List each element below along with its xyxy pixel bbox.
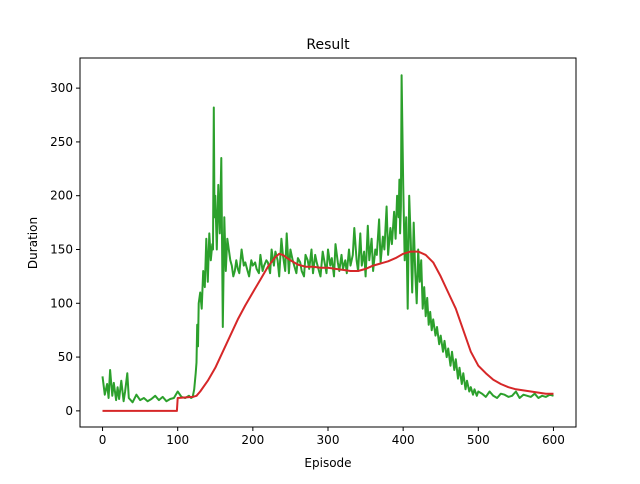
y-axis-label: Duration bbox=[26, 217, 40, 269]
chart-title: Result bbox=[306, 37, 350, 53]
x-tick-label: 300 bbox=[317, 433, 340, 447]
y-tick-label: 200 bbox=[50, 189, 73, 203]
duration-line bbox=[101, 74, 554, 404]
y-tick-label: 250 bbox=[50, 135, 73, 149]
x-tick-label: 200 bbox=[241, 433, 264, 447]
y-tick-label: 100 bbox=[50, 296, 73, 310]
series-layer bbox=[101, 74, 554, 412]
x-axis-label: Episode bbox=[304, 456, 351, 470]
y-tick-label: 0 bbox=[65, 404, 73, 418]
plot-area bbox=[80, 58, 576, 427]
y-tick-label: 150 bbox=[50, 242, 73, 256]
x-tick-label: 500 bbox=[467, 433, 490, 447]
x-axis: 0 100 200 300 400 500 600 bbox=[99, 427, 565, 447]
plot-frame bbox=[79, 57, 577, 428]
y-tick-label: 300 bbox=[50, 81, 73, 95]
average-line bbox=[102, 250, 554, 412]
y-axis: 0 50 100 150 200 250 300 bbox=[50, 81, 80, 418]
y-tick-label: 50 bbox=[58, 350, 73, 364]
x-tick-label: 400 bbox=[392, 433, 415, 447]
x-tick-label: 100 bbox=[166, 433, 189, 447]
x-tick-label: 600 bbox=[542, 433, 565, 447]
x-tick-label: 0 bbox=[99, 433, 107, 447]
